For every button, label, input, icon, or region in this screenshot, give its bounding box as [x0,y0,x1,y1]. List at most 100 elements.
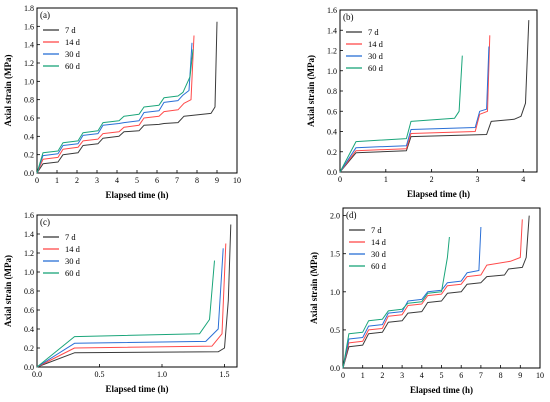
y-tick-label: 0.6 [327,107,337,116]
legend-label: 60 d [65,268,81,278]
y-tick-label: 0.5 [330,326,340,335]
y-tick-label: 1.6 [24,211,34,220]
x-tick-label: 8 [499,371,503,380]
x-tick-label: 8 [195,176,199,185]
y-tick-label: 0.4 [327,128,337,137]
x-tick-label: 3 [475,175,479,184]
y-tick-label: 1.4 [327,26,337,35]
legend-label: 60 d [368,63,384,73]
x-tick-label: 6 [155,176,159,185]
series-line-30d [36,248,224,368]
x-tick-label: 2 [75,176,79,185]
y-axis-title: Axial strain (MPa) [3,255,13,327]
chart-panel-4: 0 1 2 3 4 5 6 7 8 9 10 0.0 0.5 1.0 1.5 2.0 Elapsed time … [309,207,544,395]
y-tick-label: 1.8 [24,4,34,13]
x-tick-label: 10 [233,176,241,185]
y-tick-label: 0.0 [24,169,34,178]
series-line-30d [339,46,490,173]
x-tick-label: 1.0 [157,370,167,379]
y-tick-label: 1.2 [24,59,34,68]
y-tick-label: 0.6 [24,114,34,123]
x-tick-label: 10 [536,371,544,380]
y-tick-label: 0.4 [24,325,34,334]
y-tick-label: 1.0 [330,288,340,297]
x-tick-label: 0.5 [95,370,105,379]
series-line-7d [339,20,530,173]
y-tick-label: 1.0 [24,77,34,86]
x-tick-label: 9 [518,371,522,380]
x-tick-label: 5 [135,176,139,185]
x-tick-label: 2 [380,371,384,380]
chart-panel-3: 0.0 0.5 1.0 1.5 0.0 0.2 0.4 0.6 0.8 1.0 1.2 1.4 1.6 E… [3,211,238,394]
y-tick-label: 0.2 [24,344,34,353]
panel-tag: (d) [346,210,357,220]
x-tick-label: 4 [420,371,424,380]
y-tick-label: 0.0 [327,168,337,177]
series-line-60d [36,260,215,368]
y-tick-label: 0.8 [24,287,34,296]
x-tick-label: 1 [384,175,388,184]
y-axis-title: Axial strain (MPa) [306,55,316,127]
y-tick-label: 0.0 [330,364,340,373]
y-tick-label: 1.2 [24,249,34,258]
y-axis-title: Axial strain (MPa) [3,55,13,127]
y-tick-label: 0.4 [24,132,34,141]
series-line-7d [36,224,232,368]
y-tick-label: 0.2 [327,148,337,157]
legend-label: 7 d [65,25,76,35]
y-tick-label: 1.6 [327,6,337,15]
x-tick-label: 0 [35,176,39,185]
x-tick-label: 3 [400,371,404,380]
chart-panel-2: 0 1 2 3 4 0.0 0.2 0.4 0.6 0.8 1.0 1.2 1.4 1.6 Elapsed … [306,6,538,199]
series-line-60d [342,236,450,369]
x-axis-title: Elapsed time (h) [106,384,169,394]
x-tick-label: 7 [479,371,483,380]
legend-label: 7 d [65,232,76,242]
y-tick-label: 1.4 [24,41,34,50]
legend-label: 30 d [65,49,81,59]
x-tick-label: 0 [341,371,345,380]
legend-label: 7 d [368,27,379,37]
chart-panel-1: 0 1 2 3 4 5 6 7 8 9 10 0.0 0.2 0.4 0.6 0.8 1.0 1.2 1.4 1.6 1… [3,4,241,200]
series-line-14d [36,35,195,174]
y-tick-label: 1.0 [327,67,337,76]
legend-label: 30 d [65,256,81,266]
x-tick-label: 6 [459,371,463,380]
x-tick-label: 0.0 [32,370,42,379]
panel-tag: (a) [40,10,50,20]
x-tick-label: 1 [55,176,59,185]
x-tick-label: 4 [521,175,525,184]
panel-tag: (c) [40,217,50,227]
y-tick-label: 1.6 [24,22,34,31]
series-line-7d [36,21,218,174]
series-line-14d [36,243,227,368]
y-tick-label: 0.2 [24,151,34,160]
panel-tag: (b) [343,12,354,22]
legend-label: 14 d [65,244,81,254]
legend-label: 60 d [371,261,387,271]
x-tick-label: 3 [95,176,99,185]
y-tick-label: 0.0 [24,363,34,372]
x-tick-label: 4 [115,176,119,185]
y-tick-label: 0.8 [327,87,337,96]
y-tick-label: 1.0 [24,268,34,277]
y-tick-label: 1.5 [330,250,340,259]
x-tick-label: 1 [361,371,365,380]
y-tick-label: 1.2 [327,47,337,56]
x-tick-label: 5 [440,371,444,380]
series-line-30d [36,42,193,174]
y-tick-label: 0.6 [24,306,34,315]
legend-label: 7 d [371,225,382,235]
series-line-14d [342,219,523,369]
legend-label: 30 d [371,249,387,259]
x-tick-label: 0 [338,175,342,184]
x-tick-label: 1.5 [220,370,230,379]
series-line-7d [342,215,530,369]
legend-label: 14 d [371,237,387,247]
series-line-14d [339,35,491,173]
x-tick-label: 2 [430,175,434,184]
x-axis-title: Elapsed time (h) [407,189,470,199]
y-tick-label: 0.8 [24,96,34,105]
y-tick-label: 1.4 [24,230,34,239]
